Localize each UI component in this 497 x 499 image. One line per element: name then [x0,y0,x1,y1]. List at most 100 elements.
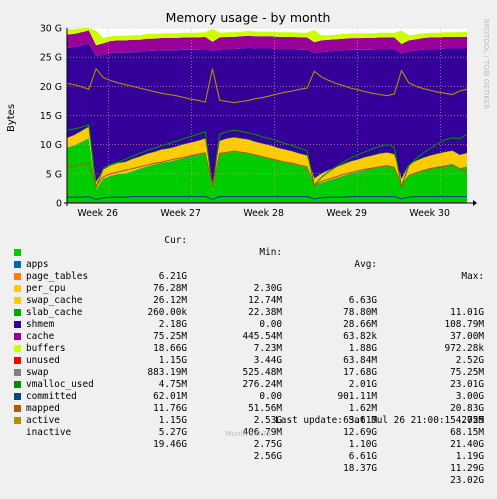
legend-label: vmalloc_used [26,379,94,390]
legend-row-apps: apps 6.21G 2.30G 6.63G 11.01G [0,235,497,318]
legend-label: slab_cache [26,307,83,318]
legend-row-active: active 5.27G 2.75G 6.61G 11.29G [0,391,497,474]
legend-avg: 1.62M [348,403,377,414]
legend-label: apps [26,259,49,270]
legend-min: 2.30G [253,283,282,294]
legend-avg: 63.61M [343,415,377,426]
header-min: Min: [259,247,282,258]
legend-avg: 18.37G [343,463,377,474]
y-axis-label: Bytes [6,104,17,132]
x-tick-label: Week 28 [243,208,284,219]
legend-cur: 883.19M [147,367,187,378]
legend-row-swap-cache: swap_cache 260.00k 0.00 63.82k 972.28k [0,271,497,354]
area-slab-cache [67,127,467,190]
legend-label: inactive [26,427,72,438]
x-axis-arrow [473,200,477,206]
legend-cur: 76.28M [153,283,187,294]
area-cache [67,43,467,183]
legend-row-buffers: buffers 1.15G 525.48M 2.01G 3.00G [0,319,497,402]
legend-label: per_cpu [26,283,66,294]
legend-label: unused [26,355,60,366]
legend-swatch [14,369,21,376]
legend-avg: 28.66M [343,319,377,330]
legend-max: 972.28k [444,343,484,354]
legend-row-page-tables: page_tables 76.28M 12.74M 78.80M 108.79M [0,247,497,330]
y-tick-label: 15 G [40,111,62,122]
legend-swatch [14,333,21,340]
header-avg: Avg: [354,259,377,270]
legend-avg: 63.82k [343,331,377,342]
legend-label: shmem [26,319,55,330]
legend-label: cache [26,331,55,342]
legend-row-cache: cache 18.66G 3.44G 17.68G 23.01G [0,307,497,390]
legend-min: 0.00 [259,391,282,402]
legend-cur: 19.46G [153,439,187,450]
legend-max: 75.25M [450,367,484,378]
x-tick-label: Week 29 [326,208,367,219]
legend-max: 23.02G [450,475,484,486]
y-tick-label: 30 G [40,24,62,35]
line-committed [66,124,468,189]
legend-avg: 1.88G [348,343,377,354]
line-inactive [66,67,468,104]
legend-label: active [26,415,60,426]
legend-avg: 2.01G [348,379,377,390]
legend-cur: 5.27G [158,427,187,438]
legend-min: 51.56M [248,403,282,414]
x-tick-label: Week 27 [160,208,201,219]
legend-max: 21.40G [450,439,484,450]
legend-min: 7.23M [253,343,282,354]
legend-swatch [14,285,21,292]
legend-max: 68.15M [450,427,484,438]
legend-cur: 260.00k [147,307,187,318]
legend-max: 4.75M [455,415,484,426]
legend-min: 0.00 [259,319,282,330]
legend-cur: 1.15G [158,415,187,426]
legend-row-per-cpu: per_cpu 26.12M 22.38M 28.66M 37.00M [0,259,497,342]
legend-swatch [14,297,21,304]
legend-min: 2.75G [253,439,282,450]
legend-avg: 901.11M [337,391,377,402]
legend-label: swap_cache [26,295,83,306]
area-unused [67,28,467,46]
y-tick-label: 5 G [46,169,62,180]
legend-swatch [14,249,21,256]
legend-min: 525.48M [242,367,282,378]
legend-max: 2.52G [455,355,484,366]
legend-swatch [14,417,21,424]
legend-cur: 26.12M [153,295,187,306]
legend-cur: 4.75M [158,379,187,390]
legend-avg: 78.80M [343,307,377,318]
legend-swatch [14,357,21,364]
y-tick-label: 20 G [40,82,62,93]
legend-avg: 6.63G [348,295,377,306]
legend-max: 108.79M [444,319,484,330]
legend-min: 22.38M [248,307,282,318]
legend-swatch [14,309,21,316]
legend-max: 1.19G [455,451,484,462]
legend-row-swap: swap 4.75M 0.00 1.62M 4.75M [0,343,497,426]
last-update-text: Last update: Sat Jul 26 21:00:15 2025 [275,415,484,426]
y-tick-label: 0 [56,199,62,210]
legend-cur: 2.18G [158,319,187,330]
legend-min: 2.53G [253,415,282,426]
legend-avg: 1.10G [348,439,377,450]
legend-avg: 63.84M [343,355,377,366]
header-max: Max: [461,271,484,282]
legend-min: 12.74M [248,295,282,306]
legend-swatch [14,381,21,388]
y-tick-label: 25 G [40,53,62,64]
legend-swatch [14,273,21,280]
legend-cur: 11.76G [153,403,187,414]
line-active [66,150,468,188]
legend-cur: 18.66G [153,343,187,354]
legend-swatch [14,261,21,268]
watermark-text: RRDTOOL / TOBI OETIKER [482,19,490,109]
munin-version: Munin 2.0.75 [225,430,272,438]
legend-label: buffers [26,343,66,354]
legend-max: 11.29G [450,463,484,474]
legend-min: 406.79M [242,427,282,438]
legend-min: 445.54M [242,331,282,342]
legend-row-slab-cache: slab_cache 2.18G 445.54M 1.88G 2.52G [0,283,497,366]
legend-swatch [14,345,21,352]
